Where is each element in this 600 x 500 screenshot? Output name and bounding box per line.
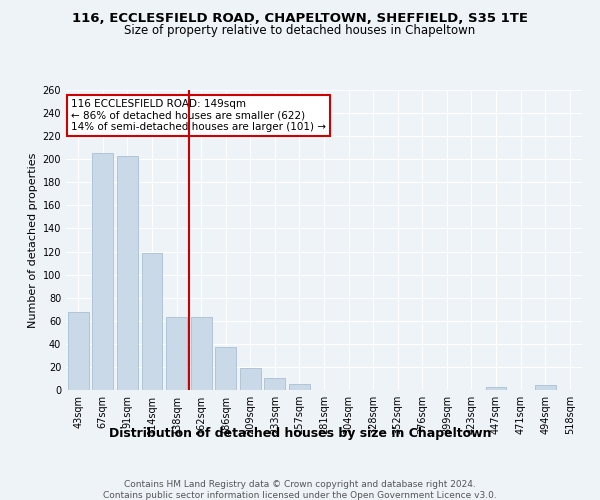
Text: Contains public sector information licensed under the Open Government Licence v3: Contains public sector information licen…	[103, 491, 497, 500]
Bar	[535, 386, 556, 390]
Y-axis label: Number of detached properties: Number of detached properties	[28, 152, 38, 328]
Bar	[68, 312, 89, 390]
Bar	[265, 378, 286, 390]
Text: 116, ECCLESFIELD ROAD, CHAPELTOWN, SHEFFIELD, S35 1TE: 116, ECCLESFIELD ROAD, CHAPELTOWN, SHEFF…	[72, 12, 528, 26]
Bar	[191, 318, 212, 390]
Bar	[215, 348, 236, 390]
Text: Distribution of detached houses by size in Chapeltown: Distribution of detached houses by size …	[109, 428, 491, 440]
Bar	[117, 156, 138, 390]
Text: 116 ECCLESFIELD ROAD: 149sqm
← 86% of detached houses are smaller (622)
14% of s: 116 ECCLESFIELD ROAD: 149sqm ← 86% of de…	[71, 99, 326, 132]
Bar	[92, 154, 113, 390]
Bar	[485, 386, 506, 390]
Bar	[166, 318, 187, 390]
Bar	[142, 252, 163, 390]
Text: Size of property relative to detached houses in Chapeltown: Size of property relative to detached ho…	[124, 24, 476, 37]
Text: Contains HM Land Registry data © Crown copyright and database right 2024.: Contains HM Land Registry data © Crown c…	[124, 480, 476, 489]
Bar	[289, 384, 310, 390]
Bar	[240, 368, 261, 390]
